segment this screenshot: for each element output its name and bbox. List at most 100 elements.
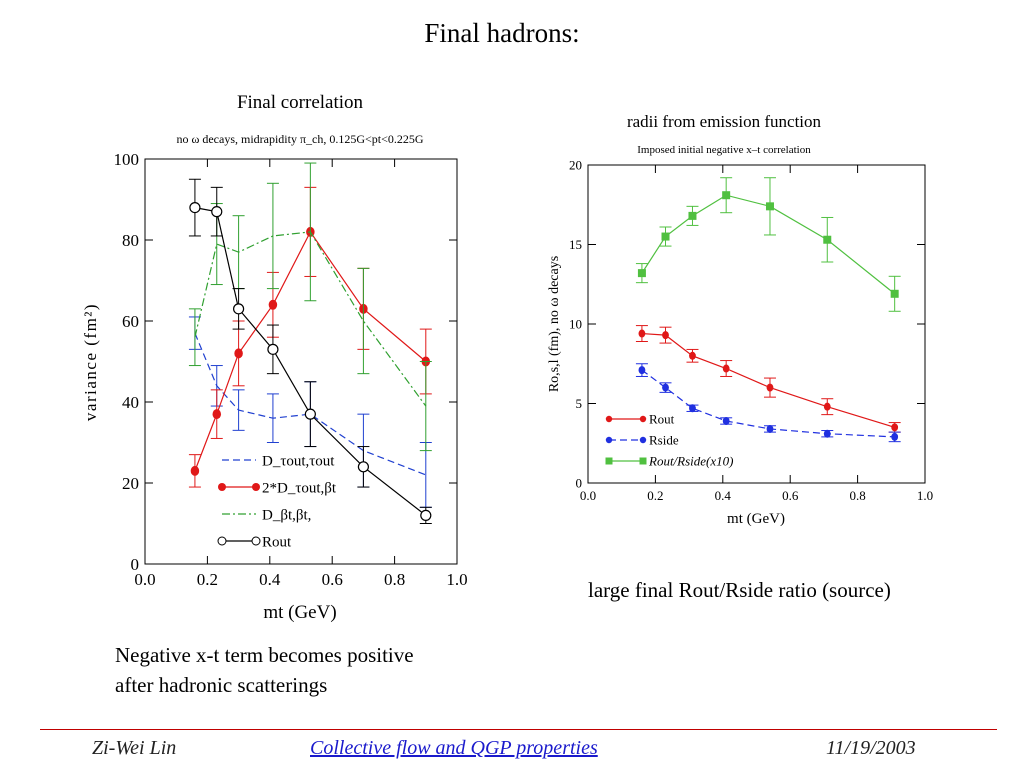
caption-left-line2: after hadronic scatterings [115,673,328,697]
c2-data-point [890,289,899,298]
c2-ytick-label: 0 [576,476,583,491]
c2-legend-marker [639,415,647,423]
c2-data-point [722,364,730,373]
chart1-subtitle: no ω decays, midrapidity π_ch, 0.125G<pt… [176,132,423,146]
chart1-series [188,162,432,524]
c1-data-point [211,206,223,218]
c1-xtick-label: 0.2 [197,570,218,589]
c1-data-point [357,461,369,473]
c1-data-point [190,465,200,476]
c2-data-point [891,432,899,441]
c2-data-point [766,383,774,392]
c2-data-point [823,235,832,244]
c1-series-3 [188,178,432,524]
c2-data-point [689,351,696,360]
c1-data-point [234,348,243,359]
chart1-xlabel: mt (GeV) [263,602,336,623]
c1-ytick-label: 80 [122,231,139,250]
c1-xtick-label: 1.0 [446,570,467,589]
c1-ytick-label: 40 [122,393,139,412]
c2-data-point [689,404,696,413]
c2-xtick-label: 0.0 [580,488,596,503]
chart1-plot-frame [144,158,458,565]
c2-data-point [722,191,731,200]
c1-data-point [267,343,279,355]
caption-left: Negative x-t term becomes positive after… [115,640,515,700]
c2-data-point [661,232,670,241]
c2-xtick-label: 1.0 [917,488,933,503]
c1-ytick-label: 0 [131,555,140,574]
c2-legend-label: Rout [649,412,675,427]
c1-legend-marker [217,536,227,546]
c2-data-point [722,416,730,425]
c2-data-point [766,424,774,433]
c2-ytick-label: 15 [569,237,582,252]
c1-legend-marker [218,483,226,491]
chart1-legend: D_τout,τout 2*D_τout,βt D_βt,βt, Rout [217,453,337,550]
c2-data-point [891,423,899,432]
slide-title: Final hadrons: [424,18,580,48]
c1-data-point [304,408,316,420]
c2-data-point [662,383,669,392]
chart2-xlabel: mt (GeV) [727,511,785,527]
c2-data-point [637,269,646,278]
footer-title-link[interactable]: Collective flow and QGP properties [310,737,598,759]
c1-legend-label: D_τout,τout [262,453,335,469]
chart2-axis-ticks: 0.0 0.2 0.4 0.6 0.8 1.0 0 5 10 15 20 [569,158,933,503]
c1-xtick-label: 0.0 [134,570,155,589]
c2-ytick-label: 5 [576,396,583,411]
c2-legend-marker [605,436,613,444]
c1-data-point [233,303,245,315]
c2-ytick-label: 10 [569,317,582,332]
footer-author: Zi-Wei Lin [92,737,177,759]
footer-divider [40,729,997,730]
chart1-ylabel: variance (fm²) [81,303,100,421]
c1-xtick-label: 0.6 [322,570,343,589]
c2-series-2 [635,177,901,312]
c2-data-point [823,402,831,411]
c1-xtick-label: 0.4 [259,570,281,589]
c2-ytick-label: 20 [569,158,582,173]
chart2-legend: Rout Rside Rout/Rside(x10) [605,412,733,469]
c2-xtick-label: 0.4 [715,488,732,503]
c1-ytick-label: 60 [122,312,139,331]
c1-legend-marker [252,483,260,491]
c2-data-point [638,329,646,338]
chart2-title: radii from emission function [627,112,822,131]
footer-date: 11/19/2003 [826,737,916,759]
c1-legend-label: Rout [262,534,292,550]
c1-ytick-label: 20 [122,474,139,493]
c2-series-1 [635,363,901,443]
c1-data-point [189,201,201,214]
c2-data-point [638,366,646,375]
c2-data-point [823,429,831,438]
c2-legend-marker [605,457,613,465]
chart2-background [537,97,940,537]
c2-legend-label: Rout/Rside(x10) [648,454,733,469]
chart2-ylabel: Ro,s,l (fm), no ω decays [547,256,562,392]
c2-series-0 [635,325,901,433]
c2-legend-marker [639,457,647,465]
chart-radii-emission: radii from emission function Imposed ini… [537,97,940,537]
c2-legend-marker [639,436,647,444]
c1-legend-label: D_βt,βt, [262,507,311,523]
c1-ytick-label: 100 [114,150,140,169]
c1-data-point [212,409,222,420]
c2-data-point [688,211,697,220]
c1-data-point [420,509,432,521]
c2-data-point [765,202,774,211]
c2-xtick-label: 0.2 [647,488,663,503]
chart-final-correlation: Final correlation no ω decays, midrapidi… [81,92,468,623]
c1-legend-marker [251,536,261,546]
c2-data-point [662,331,669,340]
chart2-series [635,177,901,443]
caption-right: large final Rout/Rside ratio (source) [588,578,891,602]
caption-left-line1: Negative x-t term becomes positive [115,643,414,667]
c1-data-point [268,299,278,310]
chart1-title: Final correlation [237,92,364,113]
c1-xtick-label: 0.8 [384,570,405,589]
c2-xtick-label: 0.8 [849,488,865,503]
c1-legend-label: 2*D_τout,βt [262,480,337,496]
c2-xtick-label: 0.6 [782,488,799,503]
chart2-subtitle: Imposed initial negative x–t correlation [637,144,811,156]
